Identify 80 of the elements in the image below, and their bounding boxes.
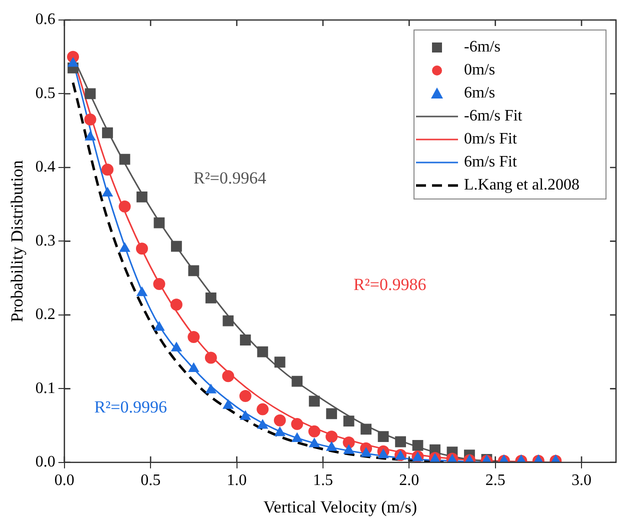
point xyxy=(136,242,148,255)
point xyxy=(205,292,216,304)
y-axis-title: Probability Distribution xyxy=(8,160,27,322)
point xyxy=(256,403,269,416)
point xyxy=(240,410,251,420)
point xyxy=(326,408,338,420)
y-tick-label: 0.6 xyxy=(35,11,56,28)
point xyxy=(378,449,389,458)
point xyxy=(154,321,164,331)
point xyxy=(274,414,286,426)
y-tick-label: 0.3 xyxy=(35,232,56,250)
point xyxy=(222,315,234,326)
point xyxy=(188,265,200,276)
point xyxy=(170,240,182,252)
x-tick-label: 2.5 xyxy=(485,472,506,490)
line-series xyxy=(72,81,445,462)
point xyxy=(119,242,130,252)
point xyxy=(206,384,216,394)
point xyxy=(412,440,424,451)
legend-label: L.Kang et al.2008 xyxy=(464,176,580,194)
point xyxy=(136,192,148,202)
point xyxy=(84,88,96,100)
point xyxy=(308,396,320,407)
y-tick-label: 0.1 xyxy=(35,380,56,397)
point xyxy=(326,430,338,443)
point xyxy=(171,342,182,352)
legend-label: 6m/s xyxy=(464,84,496,102)
annotation: R²=0.9986 xyxy=(353,274,426,294)
point xyxy=(119,154,130,165)
point xyxy=(257,346,268,358)
point xyxy=(153,278,166,290)
x-tick-label: 1.0 xyxy=(226,472,247,490)
point xyxy=(344,444,354,454)
point xyxy=(292,432,302,442)
point xyxy=(118,200,131,213)
point xyxy=(257,420,268,429)
x-tick-label: 2.0 xyxy=(399,472,420,490)
point xyxy=(239,390,252,402)
point xyxy=(102,187,113,197)
point xyxy=(343,416,354,427)
point xyxy=(240,334,251,346)
legend-label: 0m/s Fit xyxy=(464,130,518,148)
point xyxy=(188,362,199,372)
point xyxy=(204,352,217,364)
point xyxy=(378,431,389,442)
y-tick-label: 0.4 xyxy=(35,158,56,176)
point xyxy=(222,400,234,409)
x-tick-label: 1.5 xyxy=(312,472,333,490)
point xyxy=(395,436,406,448)
x-tick-label: 0.0 xyxy=(54,472,74,490)
legend-label: 0m/s xyxy=(464,62,496,79)
point xyxy=(326,442,337,451)
point xyxy=(274,356,286,368)
annotation: R²=0.9964 xyxy=(193,168,267,188)
point xyxy=(291,418,304,430)
legend-label: -6m/s xyxy=(464,38,500,56)
point xyxy=(309,438,320,448)
point xyxy=(274,426,286,436)
legend-label: 6m/s Fit xyxy=(464,154,518,171)
point xyxy=(342,436,355,448)
y-tick-label: 0.5 xyxy=(35,84,56,102)
point xyxy=(102,127,113,138)
y-tick-label: 0.2 xyxy=(35,306,56,324)
point xyxy=(308,425,320,438)
y-tick-label: 0.0 xyxy=(35,454,56,471)
point xyxy=(136,286,148,296)
point xyxy=(170,298,182,311)
annotation: R²=0.9996 xyxy=(94,397,167,416)
point xyxy=(360,448,372,457)
point xyxy=(84,114,96,126)
x-tick-label: 3.0 xyxy=(572,472,592,490)
point xyxy=(292,376,303,387)
x-tick-label: 0.5 xyxy=(140,472,161,490)
point xyxy=(222,370,234,382)
point xyxy=(101,164,114,176)
point xyxy=(154,217,165,228)
point xyxy=(360,424,372,435)
legend-label: -6m/s Fit xyxy=(464,108,523,125)
point xyxy=(188,331,200,344)
x-axis-title: Vertical Velocity (m/s) xyxy=(263,497,417,516)
